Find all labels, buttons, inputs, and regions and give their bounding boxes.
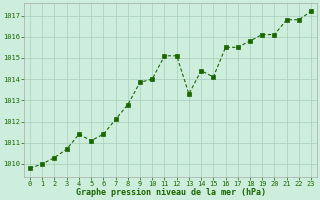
X-axis label: Graphe pression niveau de la mer (hPa): Graphe pression niveau de la mer (hPa) xyxy=(76,188,266,197)
